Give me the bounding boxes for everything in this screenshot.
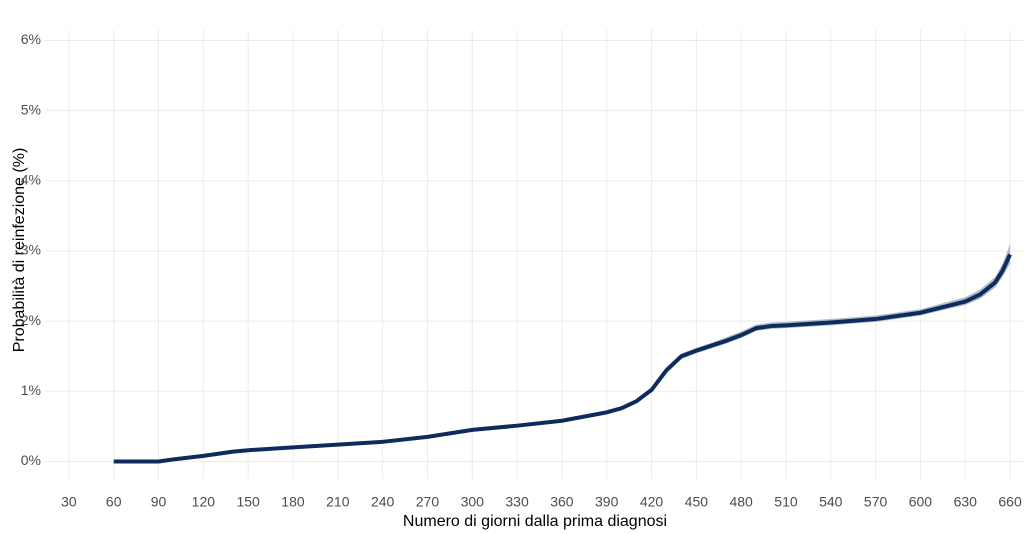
y-tick-label: 0% bbox=[21, 452, 41, 468]
y-tick-label: 3% bbox=[21, 242, 41, 258]
x-tick-label: 300 bbox=[461, 494, 485, 510]
x-tick-label: 600 bbox=[909, 494, 933, 510]
x-tick-label: 660 bbox=[998, 494, 1022, 510]
x-tick-label: 420 bbox=[640, 494, 664, 510]
x-tick-label: 360 bbox=[550, 494, 574, 510]
y-tick-label: 2% bbox=[21, 312, 41, 328]
y-tick-label: 5% bbox=[21, 101, 41, 117]
y-tick-label: 1% bbox=[21, 382, 41, 398]
x-tick-label: 240 bbox=[371, 494, 395, 510]
x-tick-label: 150 bbox=[236, 494, 260, 510]
x-tick-label: 480 bbox=[729, 494, 753, 510]
y-tick-label: 6% bbox=[21, 31, 41, 47]
y-tick-label: 4% bbox=[21, 172, 41, 188]
x-tick-label: 30 bbox=[61, 494, 77, 510]
x-tick-label: 60 bbox=[106, 494, 122, 510]
x-tick-label: 330 bbox=[505, 494, 529, 510]
x-tick-label: 120 bbox=[192, 494, 216, 510]
x-tick-label: 570 bbox=[864, 494, 888, 510]
x-tick-label: 210 bbox=[326, 494, 350, 510]
line bbox=[113, 253, 1012, 464]
x-axis-title: Numero di giorni dalla prima diagnosi bbox=[403, 513, 667, 530]
x-tick-label: 450 bbox=[685, 494, 709, 510]
x-tick-label: 510 bbox=[774, 494, 798, 510]
x-tick-label: 390 bbox=[595, 494, 619, 510]
x-tick-label: 540 bbox=[819, 494, 843, 510]
x-tick-label: 180 bbox=[281, 494, 305, 510]
y-axis-title: Probabilità di reinfezione (%) bbox=[11, 148, 28, 353]
x-tick-label: 270 bbox=[416, 494, 440, 510]
x-tick-label: 630 bbox=[954, 494, 978, 510]
x-tick-label: 90 bbox=[151, 494, 167, 510]
